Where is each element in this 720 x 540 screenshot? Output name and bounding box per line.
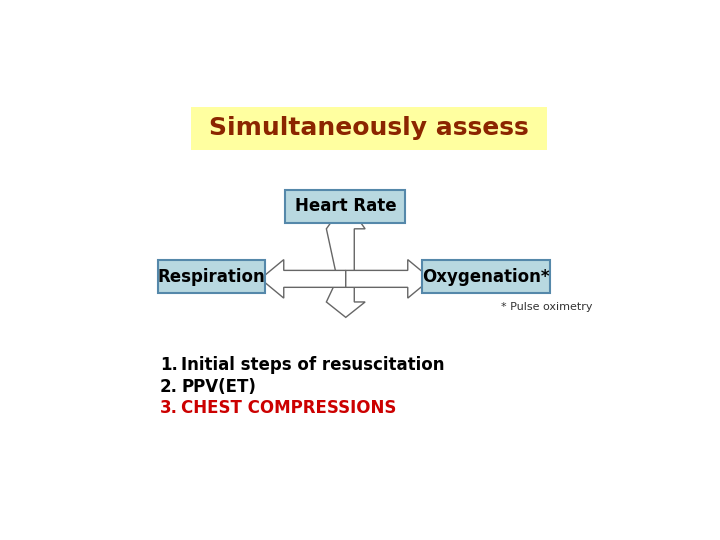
Text: Initial steps of resuscitation: Initial steps of resuscitation <box>181 356 445 374</box>
Polygon shape <box>326 279 365 318</box>
Polygon shape <box>261 260 346 298</box>
Text: Respiration: Respiration <box>158 267 266 286</box>
Text: PPV(ET): PPV(ET) <box>181 377 256 396</box>
Text: * Pulse oximetry: * Pulse oximetry <box>500 302 593 312</box>
Polygon shape <box>346 260 431 298</box>
Text: Oxygenation*: Oxygenation* <box>422 267 549 286</box>
Text: 3.: 3. <box>160 399 178 417</box>
Text: Heart Rate: Heart Rate <box>294 198 396 215</box>
Text: CHEST COMPRESSIONS: CHEST COMPRESSIONS <box>181 399 397 417</box>
Text: 2.: 2. <box>160 377 178 396</box>
Polygon shape <box>326 202 365 279</box>
FancyBboxPatch shape <box>158 260 265 293</box>
Text: Simultaneously assess: Simultaneously assess <box>209 116 529 140</box>
FancyBboxPatch shape <box>285 190 405 222</box>
FancyBboxPatch shape <box>422 260 549 293</box>
FancyBboxPatch shape <box>191 107 547 150</box>
Text: 1.: 1. <box>160 356 178 374</box>
